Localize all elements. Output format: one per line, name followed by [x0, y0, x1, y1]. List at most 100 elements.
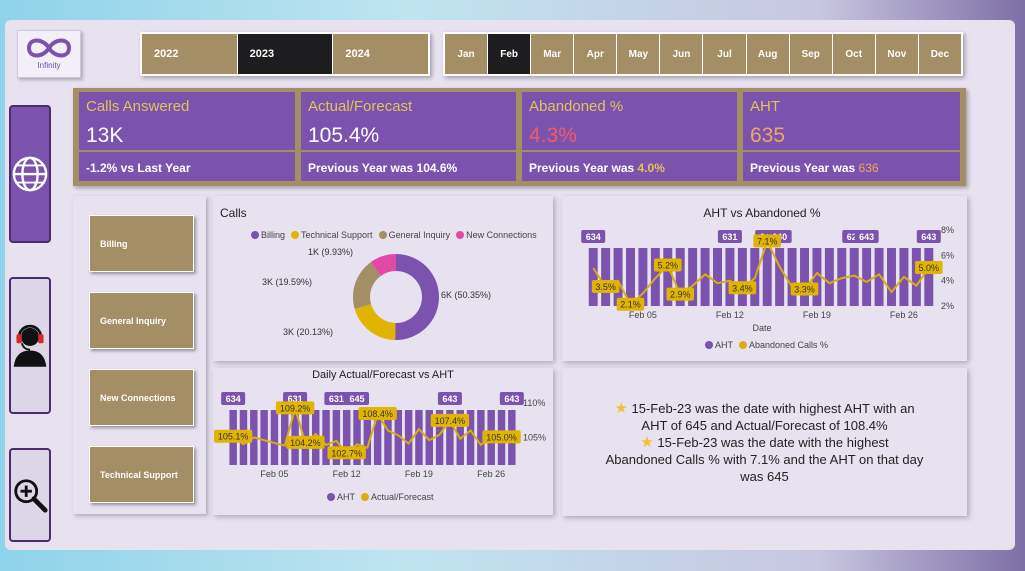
kpi-af-card: Actual/Forecast 105.4%	[301, 92, 516, 150]
kpi-af-sub: Previous Year was 104.6%	[301, 152, 516, 181]
zoom-in-icon	[14, 479, 48, 513]
filter-billing-button[interactable]: Billing	[89, 215, 194, 272]
filter-new-connections-button[interactable]: New Connections	[89, 369, 194, 426]
line-data-label: 102.7%	[331, 448, 362, 458]
donut-slice-new-connections	[370, 254, 396, 276]
af-aht-title: Daily Actual/Forecast vs AHT	[312, 369, 454, 381]
donut-label: 1K (9.93%)	[308, 247, 353, 257]
year-slicer: 2022 2023 2024	[140, 32, 430, 76]
x-tick-label: Feb 12	[716, 310, 744, 320]
y-tick-label: 4%	[941, 276, 954, 286]
kpi-calls-value: 13K	[86, 124, 124, 147]
line-data-label-bg	[213, 429, 253, 443]
nav-overview-button[interactable]	[9, 105, 51, 243]
y-tick-label: 110%	[523, 398, 545, 408]
month-oct-button[interactable]: Oct	[832, 34, 876, 74]
aht-data-label-bg	[916, 230, 941, 243]
kpi-aht-card: AHT 635	[743, 92, 960, 150]
aht-bar	[824, 248, 834, 306]
insight-line-1: ★ 15-Feb-23 was the date with highest AH…	[614, 400, 915, 417]
year-2024-button[interactable]: 2024	[333, 34, 429, 74]
insights-card: ★ 15-Feb-23 was the date with highest AH…	[562, 368, 967, 516]
agent-headset-icon	[13, 324, 47, 367]
logo-text: Infinity	[37, 61, 61, 70]
x-tick-label: Feb 12	[333, 469, 361, 479]
aht-bar	[787, 248, 797, 306]
month-dec-button[interactable]: Dec	[918, 34, 961, 74]
aht-bar	[688, 248, 698, 306]
donut-label: 3K (20.13%)	[283, 327, 333, 337]
aht-data-label: 643	[504, 394, 519, 404]
x-axis-title: Date	[752, 323, 771, 333]
line-data-label: 3.4%	[732, 283, 753, 293]
legend-actual-forecast: Actual/Forecast	[361, 492, 434, 502]
aht-bar	[322, 410, 330, 465]
month-feb-button[interactable]: Feb	[488, 34, 532, 74]
month-apr-button[interactable]: Apr	[574, 34, 618, 74]
year-2023-button[interactable]: 2023	[237, 34, 334, 74]
line-data-label: 105.1%	[218, 432, 249, 442]
line-data-label: 108.4%	[362, 409, 393, 419]
month-jun-button[interactable]: Jun	[660, 34, 704, 74]
aht-bar	[626, 248, 635, 306]
aht-bar	[404, 410, 413, 465]
aht-data-label-bg	[854, 230, 879, 243]
month-slicer: Jan Feb Mar Apr May Jun Jul Aug Sep Oct …	[443, 32, 963, 76]
month-jul-button[interactable]: Jul	[703, 34, 747, 74]
aht-data-label-bg	[581, 230, 606, 243]
kpi-af-sub-value: 104.6%	[416, 161, 458, 175]
line-data-label: 3.3%	[794, 285, 815, 295]
af-aht-legend: AHT Actual/Forecast	[327, 492, 434, 502]
month-aug-button[interactable]: Aug	[746, 34, 790, 74]
kpi-aht-title: AHT	[750, 98, 780, 115]
aht-data-label-bg	[437, 392, 462, 405]
filter-general-inquiry-button[interactable]: General Inquiry	[89, 292, 194, 349]
aht-bar	[874, 248, 884, 306]
x-tick-label: Feb 19	[803, 310, 831, 320]
nav-details-button[interactable]	[9, 448, 51, 542]
month-sep-button[interactable]: Sep	[789, 34, 833, 74]
aht-bar	[477, 410, 485, 465]
aht-bar	[363, 410, 372, 465]
kpi-af-sub-prefix: Previous Year was	[308, 161, 417, 175]
line-data-label: 109.2%	[280, 403, 311, 413]
aht-bar	[812, 248, 822, 306]
line-data-label-bg	[358, 406, 397, 420]
line-data-label: 2.9%	[670, 290, 691, 300]
kpi-abandoned-sub: Previous Year was 4.0%	[522, 152, 737, 181]
line-data-label: 7.1%	[757, 236, 778, 246]
nav-agent-button[interactable]	[9, 277, 51, 414]
call-type-filter-panel: Billing General Inquiry New Connections …	[73, 196, 206, 514]
kpi-abandoned-sub-prefix: Previous Year was	[529, 161, 638, 175]
aht-data-label: 631	[288, 394, 303, 404]
aht-bar	[435, 410, 444, 465]
aht-bar	[911, 248, 921, 306]
legend-abandoned: Abandoned Calls %	[739, 340, 828, 350]
filter-technical-support-button[interactable]: Technical Support	[89, 446, 194, 503]
aht-bar	[601, 248, 611, 306]
month-mar-button[interactable]: Mar	[531, 34, 575, 74]
aht-bar	[775, 248, 785, 306]
month-may-button[interactable]: May	[617, 34, 661, 74]
kpi-abandoned-card: Abandoned % 4.3%	[522, 92, 737, 150]
kpi-aht-sub-value: 636	[858, 161, 879, 175]
line-data-label: 2.1%	[620, 300, 641, 310]
month-nov-button[interactable]: Nov	[875, 34, 919, 74]
aht-data-label: 634	[586, 232, 601, 242]
aht-bar	[675, 248, 685, 306]
year-2022-button[interactable]: 2022	[142, 34, 238, 74]
insight-line-3: ★ 15-Feb-23 was the date with the highes…	[640, 434, 889, 451]
insight-line-4: Abandoned Calls % with 7.1% and the AHT …	[605, 452, 924, 467]
month-jan-button[interactable]: Jan	[445, 34, 489, 74]
donut-slice-billing	[395, 254, 439, 340]
line-data-label-bg	[914, 261, 943, 274]
kpi-abandoned-value: 4.3%	[529, 124, 577, 147]
kpi-aht-sub: Previous Year was 636	[743, 152, 960, 181]
aht-data-label-bg	[324, 392, 349, 405]
infinity-icon	[26, 38, 72, 58]
aht-data-label: 624	[847, 232, 862, 242]
kpi-calls-title: Calls Answered	[86, 98, 190, 115]
series-line	[592, 238, 930, 307]
aht-data-label: 643	[859, 232, 874, 242]
kpi-af-value: 105.4%	[308, 124, 380, 147]
